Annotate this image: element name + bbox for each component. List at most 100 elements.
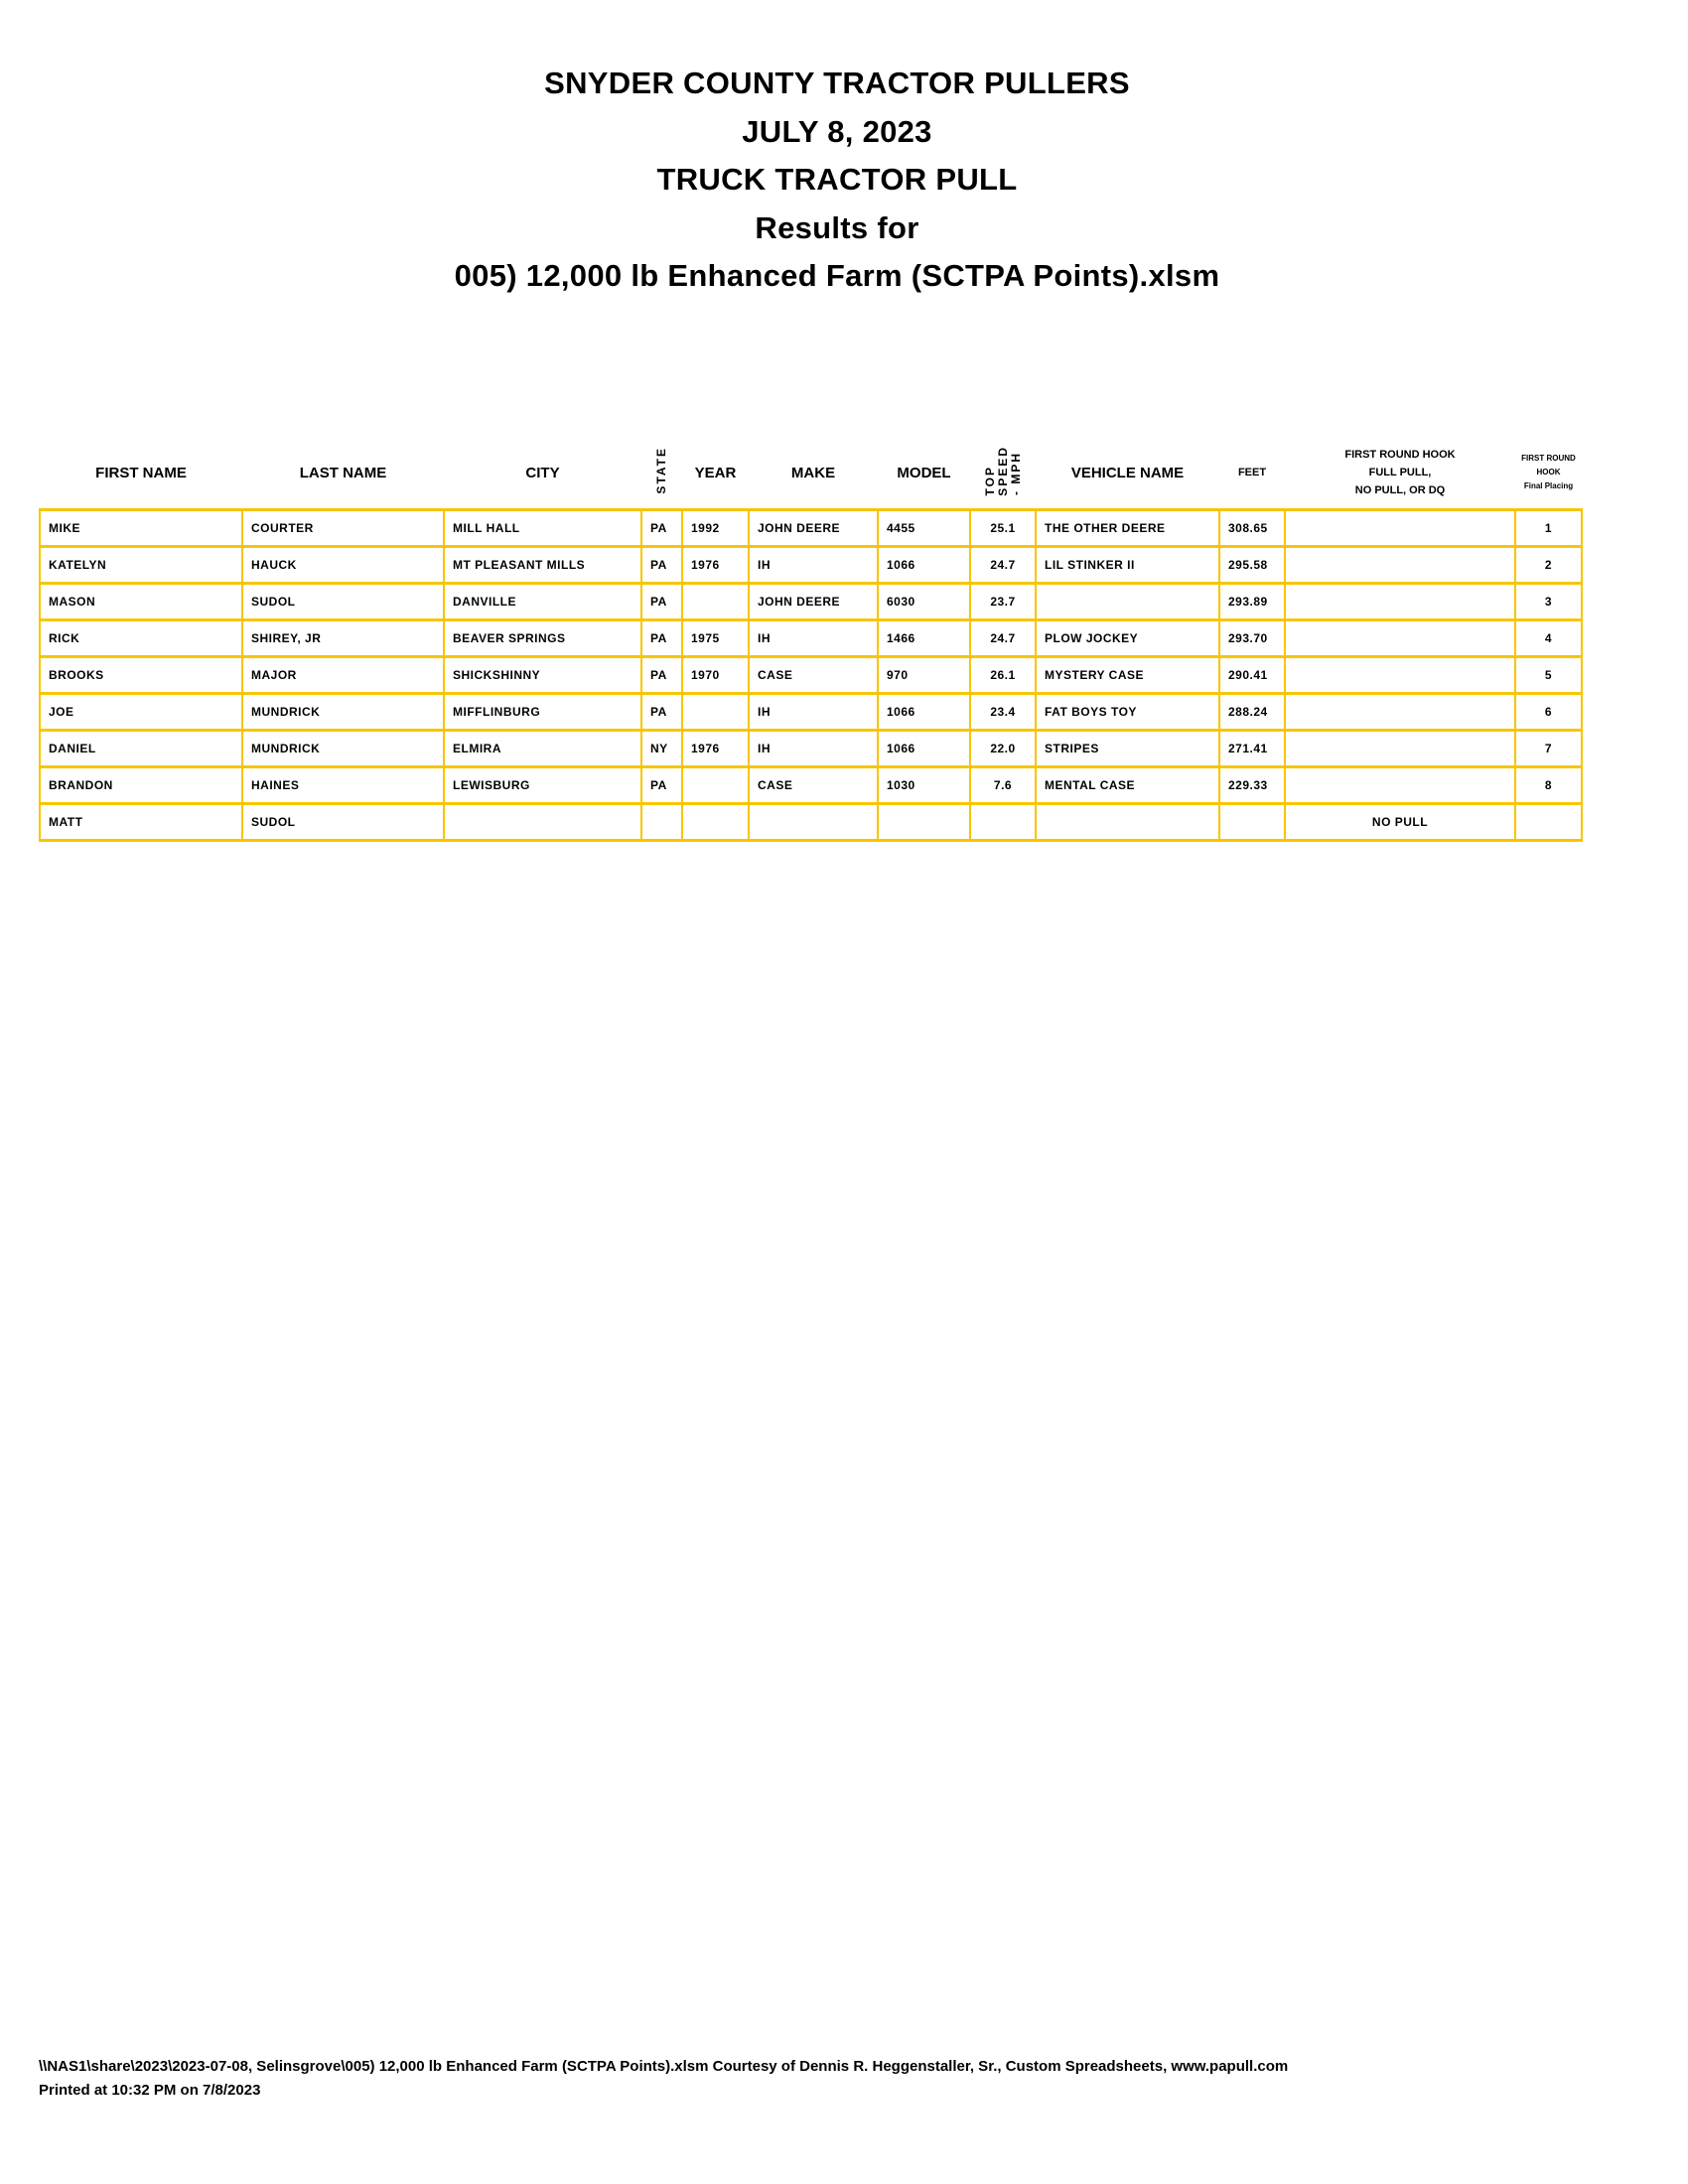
cell-last: SUDOL <box>241 802 445 842</box>
cell-model: 6030 <box>877 582 971 621</box>
cell-city: MT PLEASANT MILLS <box>443 545 642 585</box>
table-row: DANIEL MUNDRICK ELMIRA NY 1976 IH 1066 22.0 STRI… <box>39 729 1583 768</box>
cell-vehicle <box>1035 802 1220 842</box>
cell-feet: 271.41 <box>1218 729 1286 768</box>
class-name: 005) 12,000 lb Enhanced Farm (SCTPA Poin… <box>454 258 1220 293</box>
cell-place <box>1514 802 1583 842</box>
cell-model: 1066 <box>877 692 971 732</box>
cell-feet: 293.89 <box>1218 582 1286 621</box>
event-name: TRUCK TRACTOR PULL <box>656 162 1018 197</box>
cell-speed: 22.0 <box>969 729 1037 768</box>
results-table: FIRST NAME LAST NAME CITY STATE YEAR MAK… <box>39 437 1583 842</box>
table-row: MATT SUDOL NO PULL <box>39 802 1583 842</box>
header-state-text: STATE <box>654 447 668 494</box>
footer-file-path: \\NAS1\share\2023\2023-07-08, Selinsgrov… <box>39 2058 1289 2075</box>
cell-state: PA <box>640 545 683 585</box>
cell-hook <box>1284 508 1516 548</box>
header-make: MAKE <box>790 464 836 481</box>
cell-city <box>443 802 642 842</box>
cell-last: MAJOR <box>241 655 445 695</box>
cell-vehicle <box>1035 582 1220 621</box>
table-row: BRANDON HAINES LEWISBURG PA CASE 1030 7.6 MENTA… <box>39 765 1583 805</box>
cell-place: 8 <box>1514 765 1583 805</box>
table-row: MIKE COURTER MILL HALL PA 1992 JOHN DEERE 4455… <box>39 508 1583 548</box>
cell-place: 3 <box>1514 582 1583 621</box>
cell-make: IH <box>748 729 879 768</box>
cell-make: CASE <box>748 655 879 695</box>
cell-hook: NO PULL <box>1284 802 1516 842</box>
club-name: SNYDER COUNTY TRACTOR PULLERS <box>544 66 1130 100</box>
cell-year <box>681 582 750 621</box>
cell-hook <box>1284 582 1516 621</box>
cell-state: PA <box>640 582 683 621</box>
header-vehicle-name: VEHICLE NAME <box>1070 464 1185 481</box>
header-last-name: LAST NAME <box>299 464 387 481</box>
cell-make: IH <box>748 545 879 585</box>
cell-feet: 290.41 <box>1218 655 1286 695</box>
header-year: YEAR <box>694 464 737 481</box>
cell-last: COURTER <box>241 508 445 548</box>
cell-first: MIKE <box>39 508 243 548</box>
header-top-speed-3: - MPH <box>1008 452 1023 496</box>
cell-make: CASE <box>748 765 879 805</box>
event-date: JULY 8, 2023 <box>742 113 932 149</box>
cell-hook <box>1284 765 1516 805</box>
cell-first: DANIEL <box>39 729 243 768</box>
cell-last: SHIREY, JR <box>241 618 445 658</box>
cell-make: IH <box>748 692 879 732</box>
cell-last: MUNDRICK <box>241 729 445 768</box>
cell-state <box>640 802 683 842</box>
header-placing-3: Final Placing <box>1523 481 1574 490</box>
header-hook-2: FULL PULL, <box>1368 467 1432 478</box>
cell-place: 1 <box>1514 508 1583 548</box>
footer: \\NAS1\share\2023\2023-07-08, Selinsgrov… <box>39 2055 1288 2103</box>
cell-model: 1066 <box>877 545 971 585</box>
cell-feet: 295.58 <box>1218 545 1286 585</box>
cell-first: KATELYN <box>39 545 243 585</box>
cell-last: HAUCK <box>241 545 445 585</box>
header-row: FIRST NAME LAST NAME CITY STATE YEAR MAK… <box>40 437 1582 510</box>
header-top-speed-2: SPEED <box>995 445 1010 496</box>
cell-year <box>681 765 750 805</box>
cell-city: SHICKSHINNY <box>443 655 642 695</box>
cell-state: PA <box>640 618 683 658</box>
cell-place: 6 <box>1514 692 1583 732</box>
table-row: JOE MUNDRICK MIFFLINBURG PA IH 1066 23.4 FAT BO… <box>39 692 1583 732</box>
cell-model: 1030 <box>877 765 971 805</box>
cell-city: DANVILLE <box>443 582 642 621</box>
cell-vehicle: MENTAL CASE <box>1035 765 1220 805</box>
cell-hook <box>1284 618 1516 658</box>
cell-speed: 25.1 <box>969 508 1037 548</box>
header-hook-3: NO PULL, OR DQ <box>1354 484 1446 496</box>
table-row: BROOKS MAJOR SHICKSHINNY PA 1970 CASE 970 26.1 M… <box>39 655 1583 695</box>
header-top-speed-1: TOP <box>982 465 997 496</box>
cell-state: NY <box>640 729 683 768</box>
cell-place: 7 <box>1514 729 1583 768</box>
cell-state: PA <box>640 692 683 732</box>
report-title-block: SNYDER COUNTY TRACTOR PULLERS JULY 8, 20… <box>0 60 1674 301</box>
header-hook: FIRST ROUND HOOK FULL PULL, NO PULL, OR … <box>1285 437 1515 510</box>
cell-vehicle: THE OTHER DEERE <box>1035 508 1220 548</box>
header-feet: FEET <box>1237 467 1267 478</box>
cell-year <box>681 692 750 732</box>
cell-vehicle: STRIPES <box>1035 729 1220 768</box>
cell-speed: 24.7 <box>969 618 1037 658</box>
cell-state: PA <box>640 655 683 695</box>
cell-model: 970 <box>877 655 971 695</box>
table-row: KATELYN HAUCK MT PLEASANT MILLS PA 1976 IH 106… <box>39 545 1583 585</box>
header-city: CITY <box>525 464 560 481</box>
cell-make: IH <box>748 618 879 658</box>
cell-vehicle: LIL STINKER II <box>1035 545 1220 585</box>
header-top-speed: TOPSPEED- MPH <box>970 437 1036 510</box>
header-placing-2: HOOK <box>1536 468 1561 477</box>
cell-feet: 229.33 <box>1218 765 1286 805</box>
header-final-placing: FIRST ROUND HOOK Final Placing <box>1515 437 1582 510</box>
cell-vehicle: PLOW JOCKEY <box>1035 618 1220 658</box>
cell-model: 1466 <box>877 618 971 658</box>
cell-speed: 23.7 <box>969 582 1037 621</box>
results-for-label: Results for <box>755 209 919 245</box>
cell-first: MATT <box>39 802 243 842</box>
header-state: STATE <box>641 437 682 510</box>
cell-model: 1066 <box>877 729 971 768</box>
cell-year: 1976 <box>681 545 750 585</box>
